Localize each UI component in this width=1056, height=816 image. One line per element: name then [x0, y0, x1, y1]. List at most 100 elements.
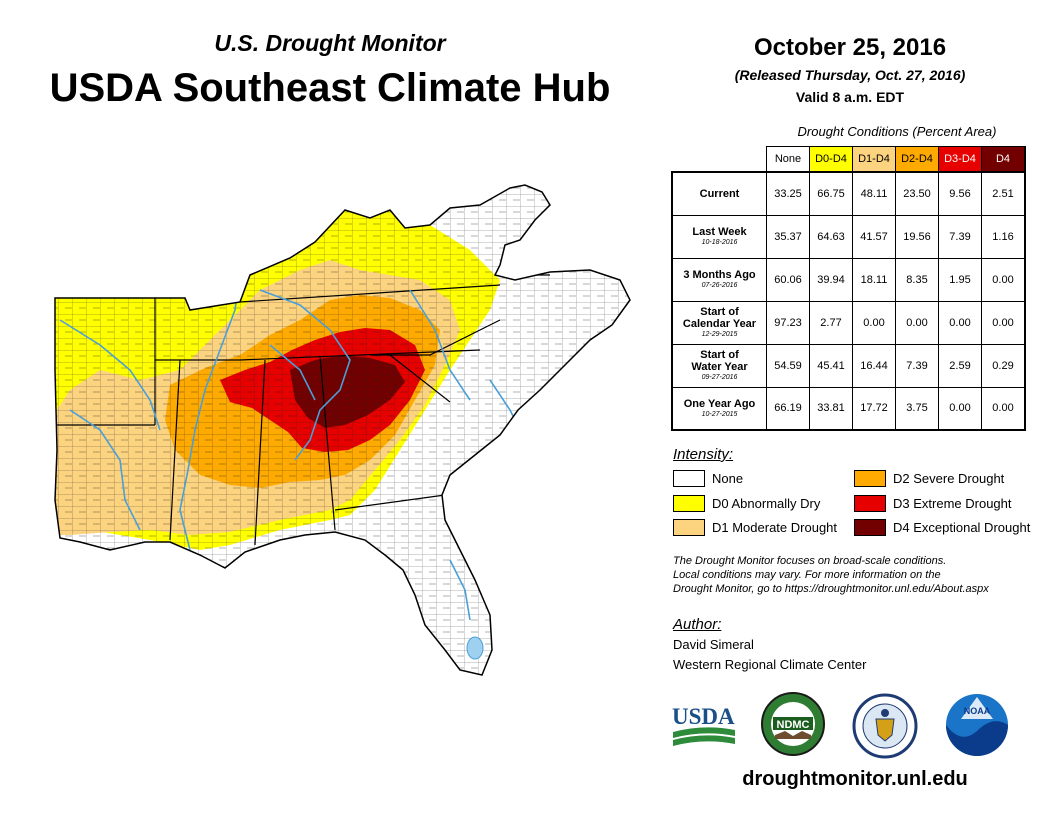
usda-logo-text: USDA	[672, 704, 735, 729]
legend-swatch	[854, 495, 886, 512]
legend-item-none: None	[673, 470, 743, 487]
drought-conditions-table: None D0-D4 D1-D4 D2-D4 D3-D4 D4 Current …	[671, 146, 1026, 431]
disclaimer-line: Local conditions may vary. For more info…	[673, 569, 941, 581]
ndmc-logo-text: NDMC	[777, 719, 810, 731]
table-cell: 16.44	[852, 343, 896, 388]
row-date: 09-27-2016	[701, 374, 738, 381]
table-cell: 19.56	[895, 214, 939, 259]
ndmc-logo-icon: NDMC	[761, 692, 825, 756]
legend-label: D0 Abnormally Dry	[712, 496, 821, 511]
table-cell: 2.77	[809, 300, 853, 345]
disclaimer: The Drought Monitor focuses on broad-sca…	[673, 554, 1043, 596]
table-cell: 0.00	[938, 386, 982, 431]
table-cell: 8.35	[895, 257, 939, 302]
doc-seal-icon	[852, 693, 918, 759]
table-cell: 97.23	[766, 300, 810, 345]
row-date: 10-18-2016	[701, 239, 738, 246]
row-label-text: Water Year	[691, 361, 748, 373]
column-header: D0-D4	[809, 146, 853, 173]
legend-swatch	[854, 519, 886, 536]
author-heading: Author:	[673, 616, 722, 633]
subtitle: U.S. Drought Monitor	[214, 30, 446, 56]
table-cell: 35.37	[766, 214, 810, 259]
noaa-logo-icon: NOAA	[946, 694, 1008, 756]
table-cell: 33.25	[766, 171, 810, 216]
row-label: 3 Months Ago 07-26-2016	[671, 257, 767, 302]
table-cell: 2.59	[938, 343, 982, 388]
row-label-text: Calendar Year	[682, 318, 757, 330]
table-caption: Drought Conditions (Percent Area)	[797, 124, 997, 139]
table-cell: 0.00	[852, 300, 896, 345]
table-row: Last Week 10-18-2016 35.37 64.63 41.57 19…	[671, 214, 1026, 259]
table-cell: 0.00	[981, 257, 1026, 302]
legend-item-d4: D4 Exceptional Drought	[854, 519, 1030, 536]
table-cell: 3.75	[895, 386, 939, 431]
website-url: droughtmonitor.unl.edu	[742, 768, 968, 790]
row-label-text: Current	[699, 187, 740, 200]
author-name: David Simeral	[673, 637, 754, 652]
table-cell: 9.56	[938, 171, 982, 216]
southeast-us-drought-map	[54, 184, 631, 676]
row-label: One Year Ago 10-27-2015	[671, 386, 767, 431]
legend-item-d0: D0 Abnormally Dry	[673, 495, 820, 512]
release-date: (Released Thursday, Oct. 27, 2016)	[734, 67, 966, 83]
row-label-text: Start of	[700, 306, 739, 318]
table-cell: 60.06	[766, 257, 810, 302]
table-cell: 0.29	[981, 343, 1026, 388]
usda-logo-icon: USDA	[672, 704, 735, 746]
legend-label: D3 Extreme Drought	[893, 496, 1012, 511]
table-cell: 0.00	[938, 300, 982, 345]
column-header: None	[766, 146, 810, 173]
table-cell: 0.00	[895, 300, 939, 345]
table-cell: 66.19	[766, 386, 810, 431]
table-cell: 0.00	[981, 386, 1026, 431]
legend-swatch	[854, 470, 886, 487]
legend-item-d1: D1 Moderate Drought	[673, 519, 837, 536]
table-cell: 45.41	[809, 343, 853, 388]
valid-time: Valid 8 a.m. EDT	[795, 89, 905, 105]
table-cell: 23.50	[895, 171, 939, 216]
column-header: D1-D4	[852, 146, 896, 173]
legend-swatch	[673, 470, 705, 487]
table-cell: 66.75	[809, 171, 853, 216]
row-label-text: Start of	[700, 349, 739, 361]
table-header-row: None D0-D4 D1-D4 D2-D4 D3-D4 D4	[672, 146, 1026, 173]
legend-label: None	[712, 471, 744, 486]
row-label: Start of Water Year 09-27-2016	[671, 343, 767, 388]
noaa-logo-text: NOAA	[964, 706, 991, 716]
row-date: 10-27-2015	[701, 410, 738, 418]
table-cell: 2.51	[981, 171, 1026, 216]
row-label: Last Week 10-18-2016	[671, 214, 767, 259]
author-org: Western Regional Climate Center	[673, 657, 867, 672]
legend-label: D2 Severe Drought	[893, 471, 1005, 486]
disclaimer-line: Drought Monitor, go to https://droughtmo…	[673, 583, 989, 595]
table-cell: 39.94	[809, 257, 853, 302]
table-row: Start of Water Year 09-27-2016 54.59 45.41…	[671, 343, 1026, 388]
legend-item-d3: D3 Extreme Drought	[854, 495, 1012, 512]
table-cell: 7.39	[938, 214, 982, 259]
table-cell: 7.39	[895, 343, 939, 388]
table-cell: 17.72	[852, 386, 896, 431]
row-label: Start of Calendar Year 12-29-2015	[671, 300, 767, 345]
table-cell: 64.63	[809, 214, 853, 259]
row-date: 12-29-2015	[701, 331, 738, 338]
table-cell: 1.16	[981, 214, 1026, 259]
disclaimer-line: The Drought Monitor focuses on broad-sca…	[673, 555, 947, 567]
table-row: Current 33.25 66.75 48.11 23.50 9.56 2.5…	[671, 171, 1026, 216]
column-header: D4	[981, 146, 1026, 173]
table-row: 3 Months Ago 07-26-2016 60.06 39.94 18.11…	[671, 257, 1026, 302]
row-label: Current	[671, 171, 767, 216]
table-cell: 54.59	[766, 343, 810, 388]
row-date: 07-26-2016	[701, 282, 738, 289]
table-cell: 33.81	[809, 386, 853, 431]
page-title: USDA Southeast Climate Hub	[49, 66, 611, 110]
legend-swatch	[673, 519, 705, 536]
table-cell: 18.11	[852, 257, 896, 302]
table-corner	[672, 147, 767, 173]
table-row: One Year Ago 10-27-2015 66.19 33.81 17.72…	[671, 386, 1026, 431]
column-header: D2-D4	[895, 146, 939, 173]
table-row: Start of Calendar Year 12-29-2015 97.23 2.…	[671, 300, 1026, 345]
table-cell: 0.00	[981, 300, 1026, 345]
column-header: D3-D4	[938, 146, 982, 173]
row-label-text: Last Week	[692, 226, 747, 238]
